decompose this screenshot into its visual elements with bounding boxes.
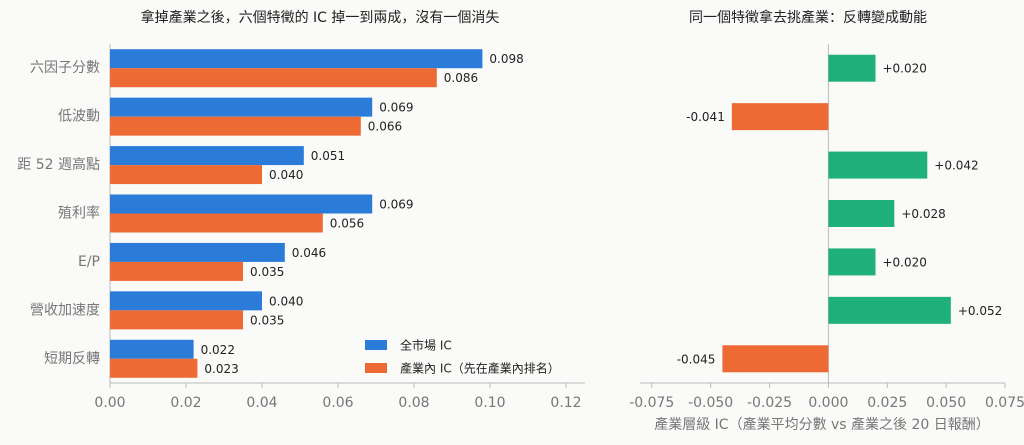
x-tick-label: 0.050 (926, 395, 966, 411)
bar (828, 296, 951, 324)
y-tick-label: 距 52 週高點 (17, 156, 100, 173)
x-tick-label: -0.075 (629, 395, 674, 411)
value-label: +0.042 (934, 159, 978, 173)
value-label: -0.041 (686, 110, 725, 124)
bar (110, 242, 285, 262)
bar (110, 68, 437, 88)
x-axis-label: 產業層級 IC（產業平均分數 vs 產業之後 20 日報酬） (654, 416, 990, 433)
value-label: 0.040 (269, 294, 303, 308)
x-tick-label: 0.00 (94, 395, 125, 411)
x-tick-label: 0.02 (170, 395, 201, 411)
y-tick-label: 殖利率 (58, 205, 100, 222)
x-tick-label: 0.025 (867, 395, 907, 411)
value-label: 0.056 (330, 217, 364, 231)
bar (110, 116, 361, 136)
value-label: 0.086 (444, 71, 478, 85)
value-label: +0.020 (882, 62, 926, 76)
value-label: 0.040 (269, 168, 303, 182)
y-tick-label: 六因子分數 (30, 60, 100, 76)
bar (110, 97, 373, 117)
x-tick-label: 0.10 (474, 395, 505, 411)
legend-swatch (365, 363, 387, 373)
value-label: 0.023 (204, 362, 238, 376)
x-tick-label: 0.06 (322, 395, 353, 411)
bar (110, 146, 304, 166)
bar (828, 151, 928, 179)
value-label: +0.028 (901, 207, 945, 221)
y-tick-label: 營收加速度 (30, 302, 100, 318)
y-tick-label: 短期反轉 (44, 351, 100, 367)
x-tick-label: 0.000 (808, 395, 848, 411)
bar (110, 261, 243, 281)
value-label: 0.051 (311, 149, 345, 163)
x-tick-label: 0.12 (550, 395, 581, 411)
legend-label: 產業內 IC（先在產業內排名） (400, 361, 560, 376)
bar (110, 213, 323, 233)
value-label: 0.035 (250, 265, 284, 279)
bar (828, 200, 895, 227)
bar (731, 103, 829, 131)
bar (110, 339, 194, 359)
bar (828, 248, 876, 276)
y-tick-label: E/P (78, 254, 100, 270)
right-title: 同一個特徵拿去挑產業：反轉變成動能 (689, 9, 927, 26)
value-label: 0.022 (201, 343, 235, 357)
bar (110, 165, 262, 185)
x-tick-label: 0.08 (398, 395, 429, 411)
value-label: 0.098 (489, 52, 523, 66)
bar (828, 54, 876, 82)
x-tick-label: -0.050 (688, 395, 733, 411)
bar (110, 194, 373, 214)
x-tick-label: 0.04 (246, 395, 277, 411)
x-tick-label: -0.025 (747, 395, 792, 411)
x-tick-label: 0.075 (985, 395, 1024, 411)
value-label: 0.069 (379, 198, 413, 212)
bar (110, 291, 262, 311)
value-label: +0.052 (958, 304, 1002, 318)
legend-label: 全市場 IC (400, 338, 452, 353)
left-title: 拿掉產業之後，六個特徵的 IC 掉一到兩成，沒有一個消失 (141, 9, 500, 26)
value-label: +0.020 (882, 255, 926, 269)
value-label: 0.035 (250, 313, 284, 327)
bar (110, 310, 243, 330)
bar (110, 358, 198, 378)
value-label: 0.046 (292, 246, 326, 260)
value-label: -0.045 (677, 352, 716, 366)
y-tick-label: 低波動 (58, 109, 100, 125)
value-label: 0.066 (368, 120, 402, 134)
bar (110, 49, 483, 69)
value-label: 0.069 (379, 101, 413, 115)
legend-swatch (365, 340, 387, 350)
bar (722, 345, 829, 373)
